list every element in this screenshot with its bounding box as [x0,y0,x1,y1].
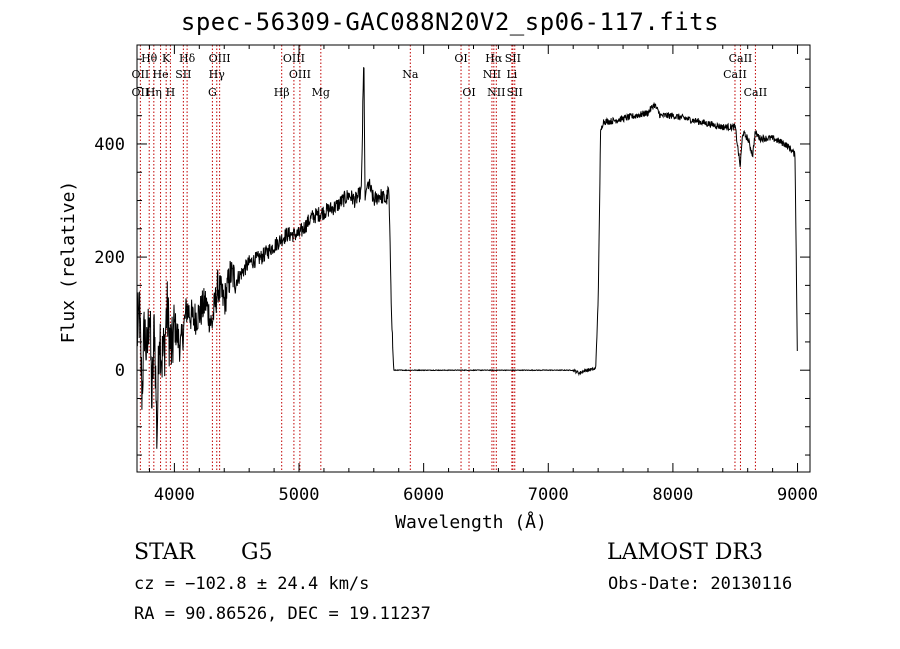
sky-coordinates: RA = 90.86526, DEC = 19.11237 [134,604,431,624]
spectral-line-label: OIII [283,52,305,65]
spectral-line-label: OII [132,86,150,99]
spectral-line-label: Hα [485,52,503,65]
y-tick-label: 0 [115,361,125,381]
spectral-line-label: SII [507,86,523,99]
spectrum-line [136,67,798,449]
spectral-line-label: G [208,86,217,99]
redshift-value: cz = −102.8 ± 24.4 km/s [134,574,370,594]
spectral-line-label: K [162,52,171,65]
spectral-line-label: Mg [312,86,330,99]
x-tick-label: 8000 [652,485,693,505]
spectral-line-label: OI [454,52,467,65]
spectral-line-label: He [153,68,169,81]
spectral-line-label: Hδ [179,52,196,65]
spectral-line-label: Hβ [274,86,290,99]
x-tick-label: 5000 [279,485,320,505]
observation-date: Obs-Date: 20130116 [608,574,793,594]
spectral-line-label: OI [462,86,475,99]
spectral-line-label: SII [505,52,521,65]
axis-ticks: 4000 5000 6000 7000 8000 9000 0 200 400 [94,45,818,505]
line-marker-group [139,45,756,472]
y-tick-label: 400 [94,135,125,155]
x-tick-label: 6000 [403,485,444,505]
spectral-line-label: H [166,86,176,99]
spectral-line-label: NII [487,86,505,99]
spectral-line-label: Hη [146,86,162,99]
spectral-line-label: Hθ [141,52,158,65]
spectral-line-label: Hγ [209,68,226,81]
x-tick-label: 7000 [528,485,569,505]
spectral-line-label: SII [175,68,191,81]
spectral-line-label: OII [132,68,150,81]
spectral-line-label: Li [506,68,517,81]
x-axis-label: Wavelength (Å) [395,511,547,533]
object-subclass: G5 [241,540,273,565]
object-type: STAR [134,540,195,565]
spectral-line-label: CaII [744,86,768,99]
y-tick-label: 200 [94,248,125,268]
y-axis-label: Flux (relative) [58,181,79,344]
spectral-line-label: NII [483,68,501,81]
spectral-line-label: Na [402,68,419,81]
plot-frame [136,44,811,473]
spectral-line-label: OIII [209,52,231,65]
spectrum-series-group [136,67,798,449]
x-tick-label: 4000 [154,485,195,505]
spectral-line-label: OIII [289,68,311,81]
spectral-line-label: CaII [729,52,753,65]
x-tick-label: 9000 [777,485,818,505]
chart-title: spec-56309-GAC088N20V2_sp06-117.fits [180,8,720,36]
spectral-line-label: CaII [723,68,747,81]
survey-name: LAMOST DR3 [607,540,763,565]
